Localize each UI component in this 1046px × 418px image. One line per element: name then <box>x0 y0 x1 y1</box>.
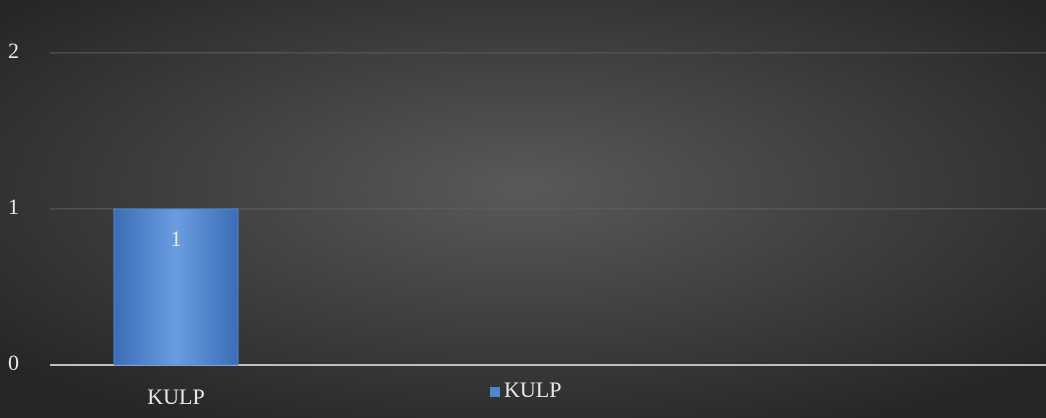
legend-label: KULP <box>504 377 561 402</box>
y-tick-label: 2 <box>8 38 19 63</box>
y-tick-label: 1 <box>8 194 19 219</box>
data-label: 1 <box>171 226 182 251</box>
legend-swatch <box>490 387 500 397</box>
y-tick-label: 0 <box>8 350 19 375</box>
x-tick-label: KULP <box>147 384 204 409</box>
bar <box>113 208 239 366</box>
